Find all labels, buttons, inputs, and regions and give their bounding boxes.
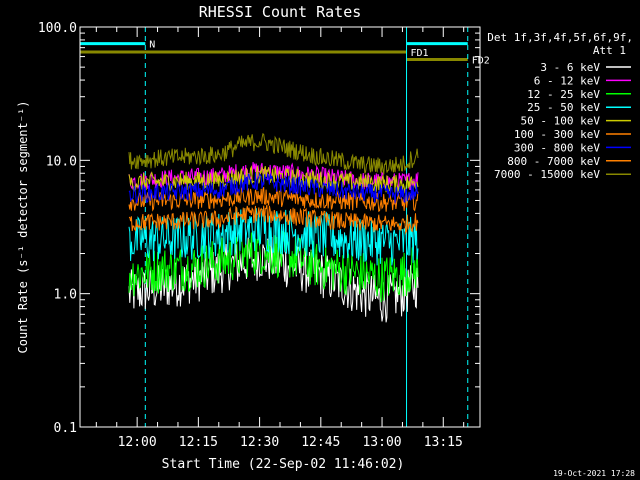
y-axis-label: Count Rate (s⁻¹ detector segment⁻¹) — [16, 101, 30, 354]
legend-header-line-1: Det 1f,3f,4f,5f,6f,9f, — [487, 31, 633, 44]
x-tick-label: 13:00 — [362, 435, 401, 450]
date-stamp: 19-Oct-2021 17:28 — [553, 469, 635, 478]
x-tick-label: 12:30 — [240, 435, 279, 450]
legend: Det 1f,3f,4f,5f,6f,9f, Att 1 3 - 6 keV6 … — [487, 31, 633, 181]
x-axis: 12:00 12:15 12:30 12:45 13:00 13:15 — [95, 27, 465, 450]
series-line-8 — [128, 132, 419, 175]
legend-entry-label: 50 - 100 keV — [521, 115, 601, 128]
x-tick-label: 13:15 — [424, 435, 463, 450]
x-tick-label: 12:15 — [179, 435, 218, 450]
x-tick-label: 12:45 — [301, 435, 340, 450]
legend-entry-label: 7000 - 15000 keV — [494, 168, 600, 181]
legend-entry-label: 300 - 800 keV — [514, 141, 600, 154]
y-axis: 0.1 1.0 10.0 100.0 — [38, 21, 480, 436]
legend-header-line-2: Att 1 — [593, 44, 626, 57]
legend-entry-label: 12 - 25 keV — [527, 88, 600, 101]
state-bar-label: FD1 — [411, 48, 429, 59]
y-tick-label: 0.1 — [54, 421, 77, 436]
legend-entry-label: 6 - 12 keV — [534, 74, 601, 87]
y-tick-label: 10.0 — [46, 154, 77, 169]
state-bar-label: N — [149, 40, 155, 51]
chart-title: RHESSI Count Rates — [199, 3, 362, 21]
series-line-3 — [128, 207, 419, 266]
legend-entry-label: 25 - 50 keV — [527, 101, 600, 114]
series-line-0 — [128, 236, 419, 323]
legend-entry-label: 3 - 6 keV — [540, 61, 600, 74]
x-tick-label: 12:00 — [118, 435, 157, 450]
plot-area: N FD1 FD2 — [79, 27, 490, 427]
series-line-6 — [128, 172, 419, 205]
series-line-5 — [128, 186, 419, 213]
series-line-7 — [128, 204, 419, 235]
x-axis-label: Start Time (22-Sep-02 11:46:02) — [162, 457, 405, 472]
legend-entry-label: 800 - 7000 keV — [507, 155, 600, 168]
y-tick-label: 1.0 — [54, 288, 77, 303]
state-bar-label: FD2 — [472, 56, 490, 67]
legend-entry-label: 100 - 300 keV — [514, 128, 600, 141]
y-tick-label: 100.0 — [38, 21, 77, 36]
series-line-2 — [128, 230, 419, 303]
